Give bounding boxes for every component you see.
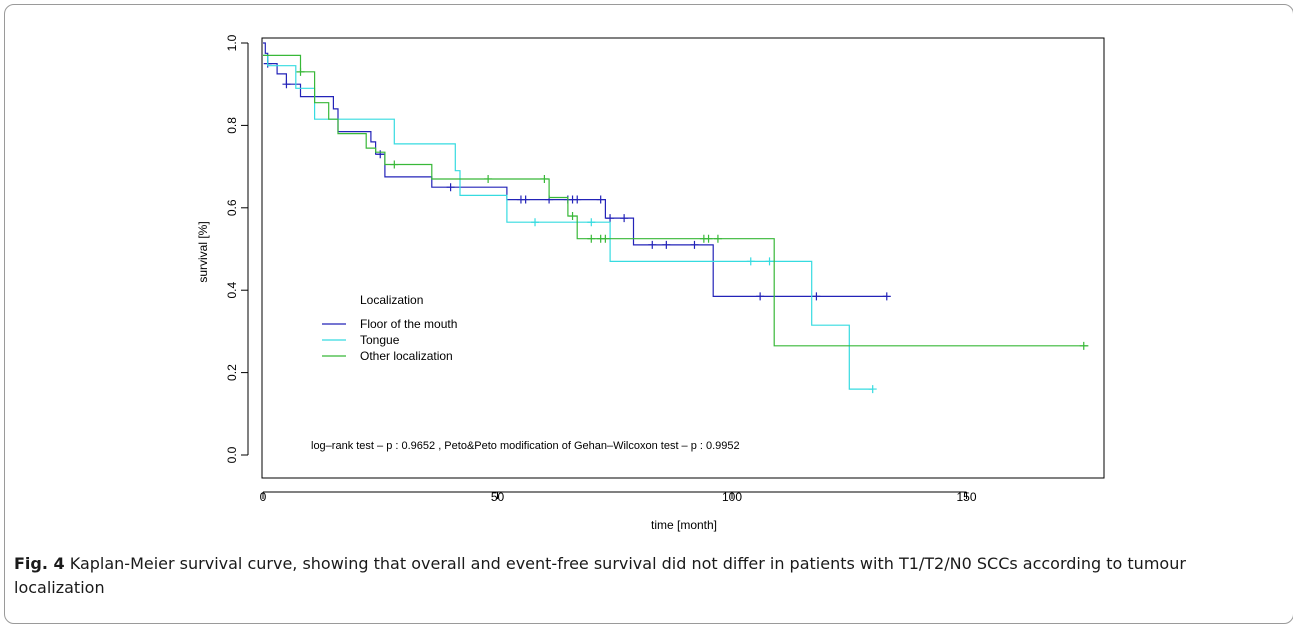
censor-mark xyxy=(282,80,291,89)
x-tick-label: 100 xyxy=(722,490,742,504)
caption-label: Fig. 4 xyxy=(14,554,65,573)
censor-mark xyxy=(587,234,596,243)
figure-caption: Fig. 4 Kaplan-Meier survival curve, show… xyxy=(14,552,1276,600)
censor-mark xyxy=(765,257,774,266)
y-tick-label: 0.4 xyxy=(225,282,239,299)
x-tick-label: 50 xyxy=(491,490,505,504)
censor-mark xyxy=(756,292,765,301)
survival-curve xyxy=(263,54,873,390)
survival-chart: 0.0 0.2 0.4 0.6 0.8 1.0 0 50 100 150 survival [%… xyxy=(196,34,1105,532)
censor-mark xyxy=(662,240,671,249)
x-tick-label: 150 xyxy=(956,490,976,504)
censor-mark xyxy=(601,234,610,243)
censor-mark xyxy=(1079,341,1088,350)
test-annotation: log–rank test – p : 0.9652 , Peto&Peto m… xyxy=(311,440,740,452)
y-tick-label: 0.6 xyxy=(225,199,239,216)
legend: Localization Floor of the mouth Tongue Oth… xyxy=(322,293,457,363)
x-axis: 0 50 100 150 xyxy=(260,490,977,504)
series-2 xyxy=(263,54,1089,350)
censor-mark xyxy=(531,218,540,227)
legend-label: Tongue xyxy=(360,333,400,347)
censor-mark xyxy=(690,240,699,249)
legend-label: Floor of the mouth xyxy=(360,317,457,331)
survival-curve xyxy=(263,42,887,297)
censor-mark xyxy=(746,257,755,266)
y-axis-label: survival [%] xyxy=(196,221,210,282)
censor-mark xyxy=(376,150,385,159)
y-tick-label: 1.0 xyxy=(225,34,239,51)
censor-mark xyxy=(446,183,455,192)
censor-mark xyxy=(587,218,596,227)
censor-mark xyxy=(540,174,549,183)
censor-mark xyxy=(568,212,577,221)
series-0 xyxy=(263,42,891,301)
censor-mark xyxy=(390,160,399,169)
censor-mark xyxy=(484,174,493,183)
censor-mark xyxy=(882,292,891,301)
legend-label: Other localization xyxy=(360,349,453,363)
y-tick-label: 0.0 xyxy=(225,446,239,463)
legend-title: Localization xyxy=(360,293,423,307)
y-axis: 0.0 0.2 0.4 0.6 0.8 1.0 xyxy=(225,34,249,463)
censor-mark xyxy=(606,214,615,223)
censor-mark xyxy=(573,195,582,204)
series-1 xyxy=(263,54,877,394)
censor-mark xyxy=(648,240,657,249)
censor-mark xyxy=(868,385,877,394)
censor-mark xyxy=(596,195,605,204)
y-tick-label: 0.8 xyxy=(225,117,239,134)
censor-mark xyxy=(812,292,821,301)
censor-mark xyxy=(521,195,530,204)
censor-mark xyxy=(296,67,305,76)
series-layer xyxy=(263,42,1089,394)
x-axis-label: time [month] xyxy=(651,518,717,532)
plot-box xyxy=(261,37,1105,479)
censor-mark xyxy=(713,234,722,243)
caption-text: Kaplan-Meier survival curve, showing tha… xyxy=(14,554,1186,597)
x-tick-label: 0 xyxy=(260,490,267,504)
y-tick-label: 0.2 xyxy=(225,364,239,381)
censor-mark xyxy=(704,234,713,243)
censor-mark xyxy=(620,214,629,223)
